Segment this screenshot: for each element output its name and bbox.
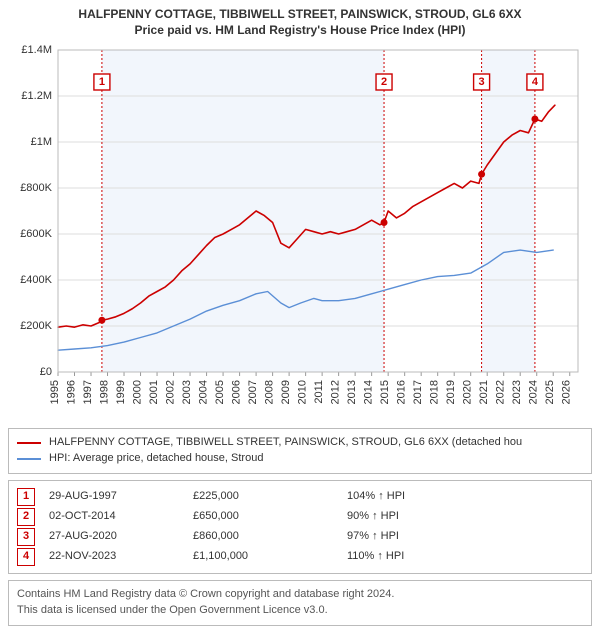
svg-text:2008: 2008	[264, 380, 276, 404]
sale-marker: 1	[17, 488, 35, 506]
svg-text:2003: 2003	[181, 380, 193, 404]
svg-text:1995: 1995	[49, 380, 61, 404]
sale-marker: 3	[17, 528, 35, 546]
title-line-2: Price paid vs. HM Land Registry's House …	[8, 22, 592, 38]
svg-text:2014: 2014	[363, 380, 375, 404]
attribution-line-1: Contains HM Land Registry data © Crown c…	[17, 587, 583, 603]
legend: HALFPENNY COTTAGE, TIBBIWELL STREET, PAI…	[8, 428, 592, 474]
sale-hpi-ratio: 110% ↑ HPI	[347, 549, 583, 565]
title-line-1: HALFPENNY COTTAGE, TIBBIWELL STREET, PAI…	[8, 6, 592, 22]
sale-price: £860,000	[193, 529, 333, 545]
svg-text:1999: 1999	[115, 380, 127, 404]
svg-text:£600K: £600K	[20, 228, 52, 240]
sales-table: 1 29-AUG-1997 £225,000 104% ↑ HPI 2 02-OCT-20…	[8, 480, 592, 574]
svg-text:1998: 1998	[99, 380, 111, 404]
attribution-line-2: This data is licensed under the Open Gov…	[17, 603, 583, 619]
legend-label: HPI: Average price, detached house, Stro…	[49, 451, 263, 467]
svg-text:2025: 2025	[544, 380, 556, 404]
svg-text:£800K: £800K	[20, 182, 52, 194]
legend-swatch	[17, 458, 41, 460]
sale-marker: 2	[17, 508, 35, 526]
svg-text:2010: 2010	[297, 380, 309, 404]
sale-row: 2 02-OCT-2014 £650,000 90% ↑ HPI	[17, 507, 583, 527]
svg-text:2002: 2002	[165, 380, 177, 404]
svg-text:1996: 1996	[66, 380, 78, 404]
svg-text:1: 1	[99, 76, 105, 88]
sale-hpi-ratio: 97% ↑ HPI	[347, 529, 583, 545]
svg-text:2017: 2017	[412, 380, 424, 404]
svg-text:2015: 2015	[379, 380, 391, 404]
sale-hpi-ratio: 104% ↑ HPI	[347, 489, 583, 505]
sale-row: 4 22-NOV-2023 £1,100,000 110% ↑ HPI	[17, 547, 583, 567]
sale-date: 22-NOV-2023	[49, 549, 179, 565]
svg-text:2013: 2013	[346, 380, 358, 404]
legend-item: HPI: Average price, detached house, Stro…	[17, 451, 583, 467]
svg-text:£1.4M: £1.4M	[21, 44, 52, 56]
svg-text:2018: 2018	[429, 380, 441, 404]
svg-text:3: 3	[479, 76, 485, 88]
svg-text:2000: 2000	[132, 380, 144, 404]
price-vs-hpi-chart: £0 £200K £400K £600K £800K £1M £1.2M £1.4M 1995 1…	[8, 42, 592, 422]
svg-text:4: 4	[532, 76, 539, 88]
svg-text:£0: £0	[40, 366, 52, 378]
sale-hpi-ratio: 90% ↑ HPI	[347, 509, 583, 525]
sale-date: 29-AUG-1997	[49, 489, 179, 505]
svg-text:2006: 2006	[231, 380, 243, 404]
svg-text:2019: 2019	[445, 380, 457, 404]
svg-text:2011: 2011	[313, 380, 325, 404]
svg-text:2004: 2004	[198, 380, 210, 404]
legend-label: HALFPENNY COTTAGE, TIBBIWELL STREET, PAI…	[49, 435, 522, 451]
sale-marker: 4	[17, 548, 35, 566]
sale-price: £1,100,000	[193, 549, 333, 565]
svg-text:2009: 2009	[280, 380, 292, 404]
svg-text:2016: 2016	[396, 380, 408, 404]
svg-text:2: 2	[381, 76, 387, 88]
svg-text:2022: 2022	[495, 380, 507, 404]
legend-item: HALFPENNY COTTAGE, TIBBIWELL STREET, PAI…	[17, 435, 583, 451]
svg-text:£200K: £200K	[20, 320, 52, 332]
sale-price: £650,000	[193, 509, 333, 525]
svg-text:2005: 2005	[214, 380, 226, 404]
legend-swatch	[17, 442, 41, 444]
svg-text:2007: 2007	[247, 380, 259, 404]
svg-text:2024: 2024	[528, 380, 540, 404]
svg-text:2012: 2012	[330, 380, 342, 404]
sale-row: 3 27-AUG-2020 £860,000 97% ↑ HPI	[17, 527, 583, 547]
sale-date: 27-AUG-2020	[49, 529, 179, 545]
page: HALFPENNY COTTAGE, TIBBIWELL STREET, PAI…	[0, 0, 600, 634]
svg-text:£1M: £1M	[31, 136, 52, 148]
sale-date: 02-OCT-2014	[49, 509, 179, 525]
svg-text:1997: 1997	[82, 380, 94, 404]
sale-row: 1 29-AUG-1997 £225,000 104% ↑ HPI	[17, 487, 583, 507]
sale-price: £225,000	[193, 489, 333, 505]
svg-text:2023: 2023	[511, 380, 523, 404]
svg-text:2001: 2001	[148, 380, 160, 404]
svg-text:2021: 2021	[478, 380, 490, 404]
attribution: Contains HM Land Registry data © Crown c…	[8, 580, 592, 626]
svg-text:£1.2M: £1.2M	[21, 90, 52, 102]
svg-text:£400K: £400K	[20, 274, 52, 286]
svg-text:2026: 2026	[561, 380, 573, 404]
svg-text:2020: 2020	[462, 380, 474, 404]
